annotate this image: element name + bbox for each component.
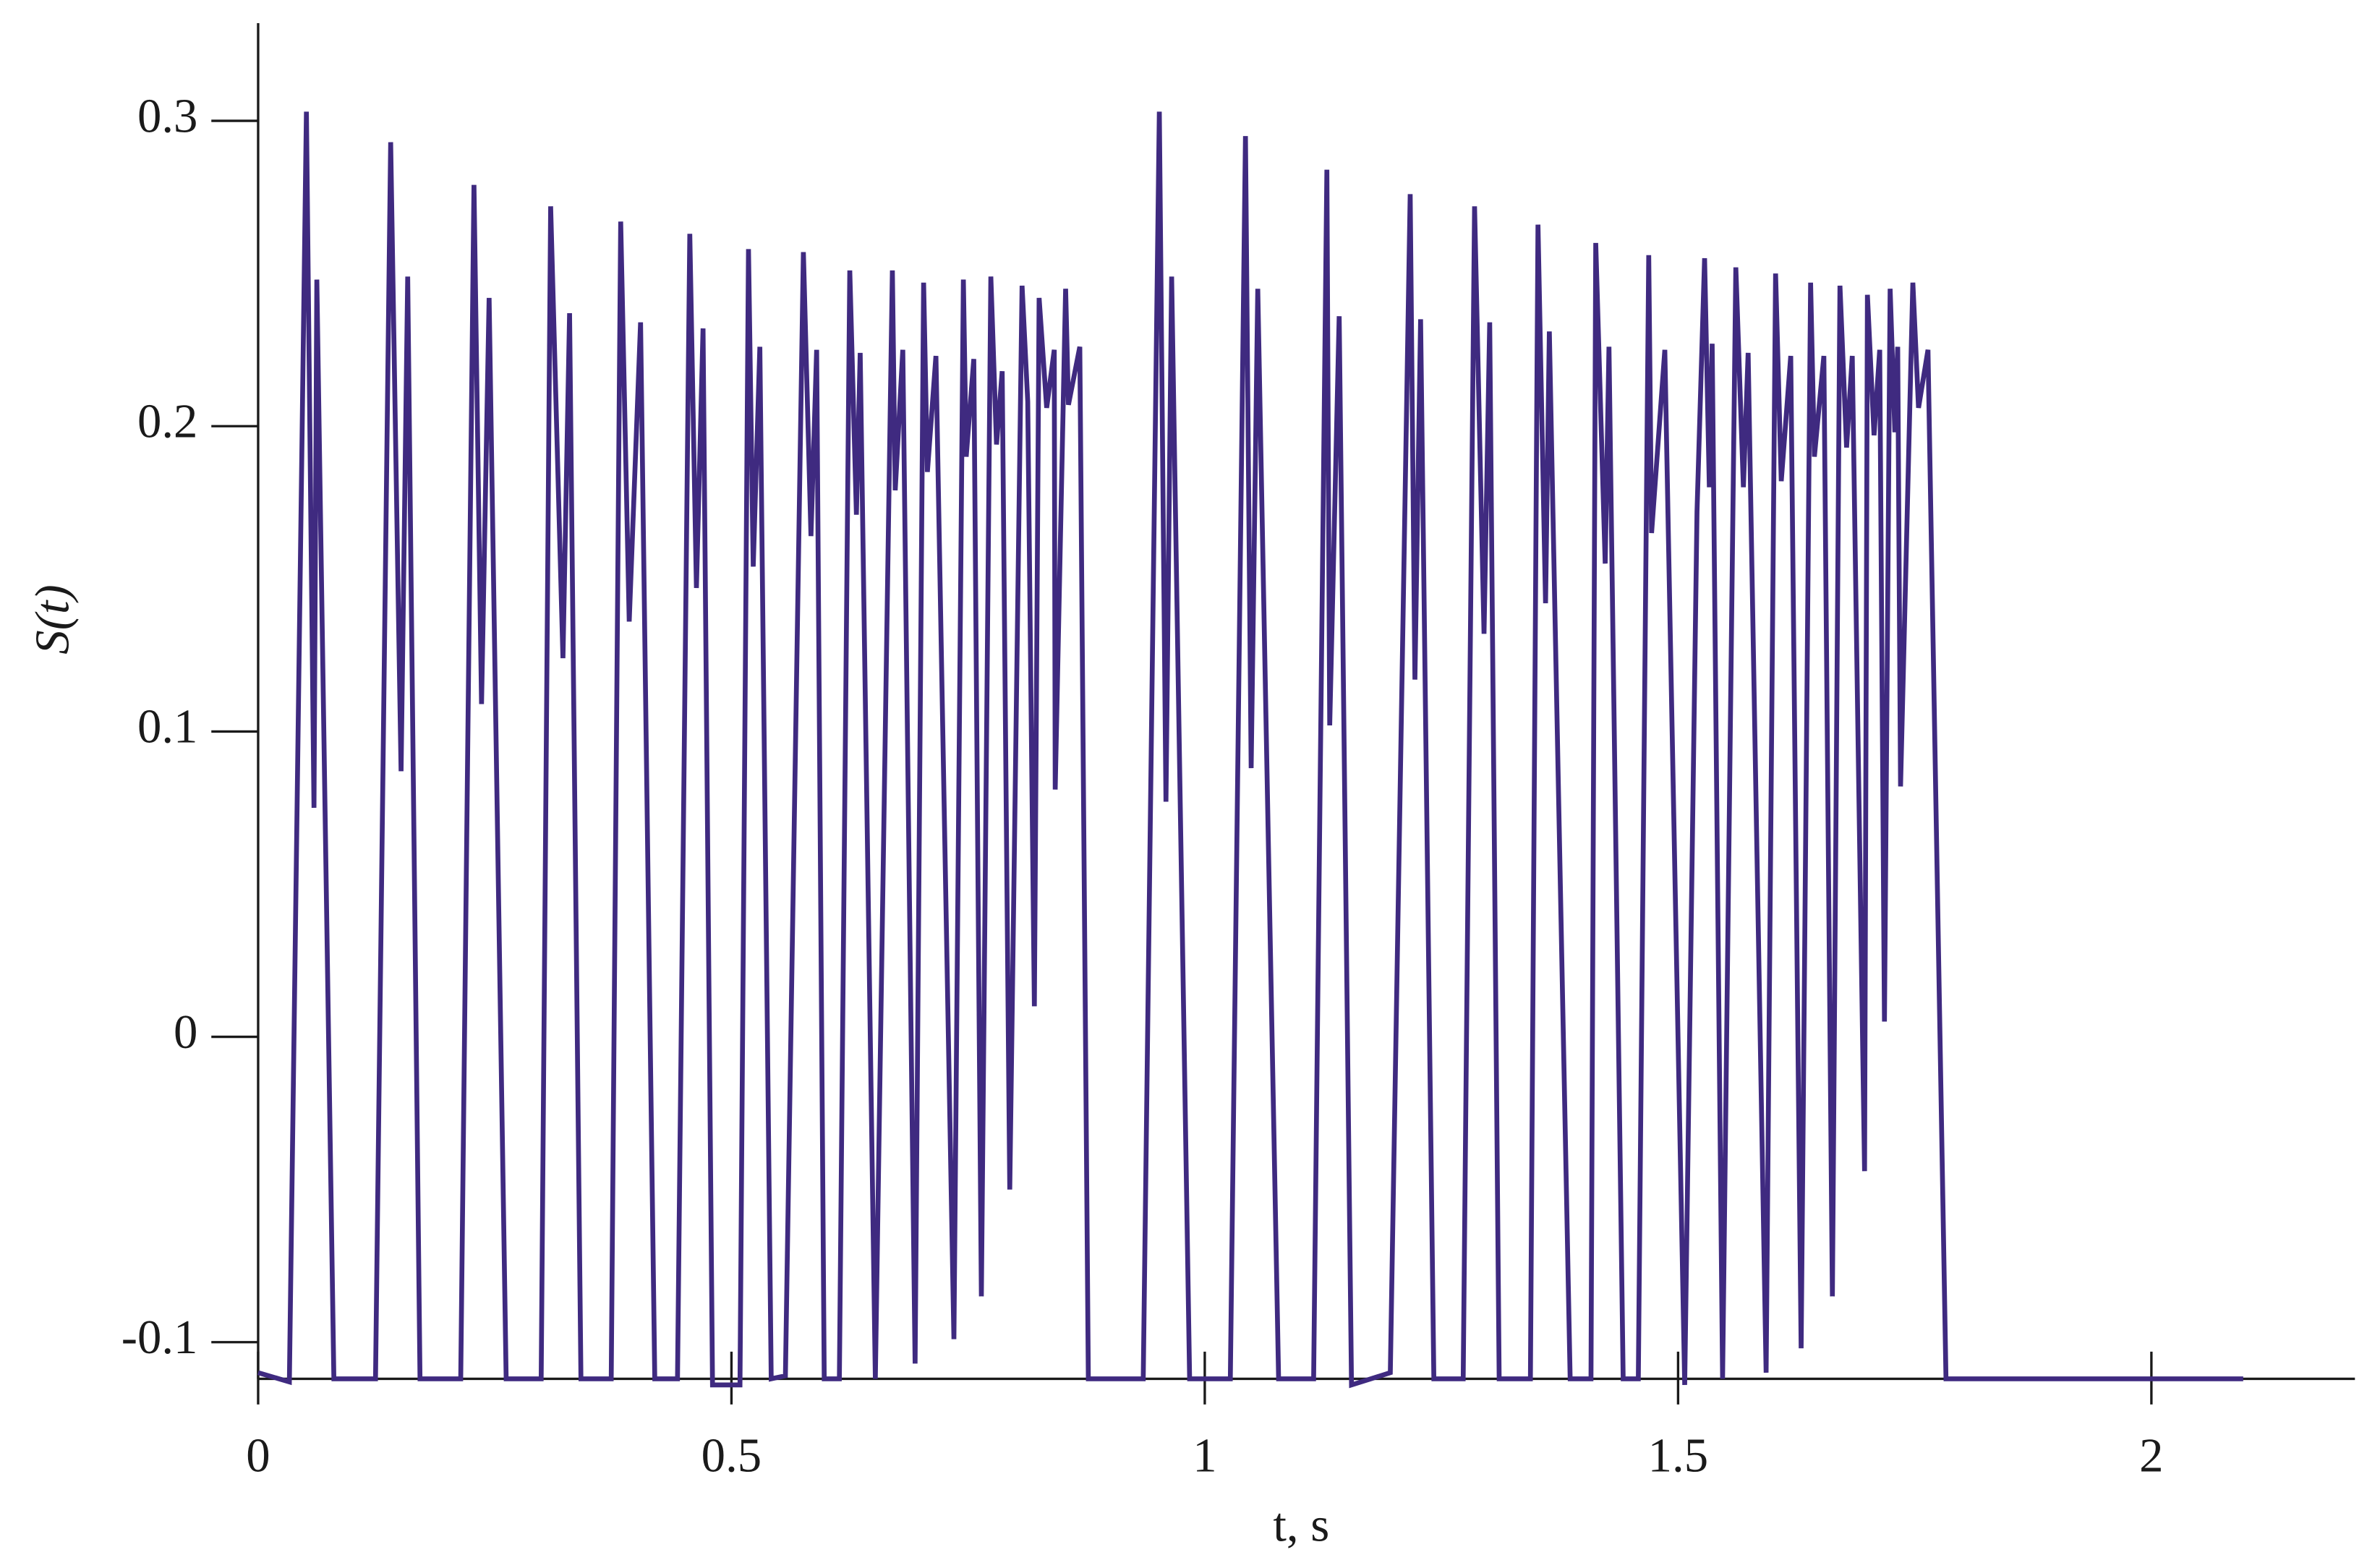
y-tick-label: 0.3: [137, 89, 197, 142]
y-tick-label: -0.1: [121, 1311, 198, 1364]
x-tick-label: 0.5: [701, 1428, 762, 1482]
data-line: [257, 111, 2243, 1389]
y-axis-label: S(t): [26, 584, 80, 654]
y-tick-label: 0.2: [137, 395, 197, 448]
x-tick-label: 1: [1193, 1428, 1216, 1482]
x-tick-label: 2: [2139, 1428, 2163, 1482]
x-tick-label: 1.5: [1648, 1428, 1708, 1482]
y-tick-label: 0: [174, 1005, 197, 1059]
x-tick-label: 0: [246, 1428, 270, 1482]
x-axis-label: t, s: [1273, 1498, 1329, 1551]
y-tick-label: 0.1: [137, 700, 197, 754]
